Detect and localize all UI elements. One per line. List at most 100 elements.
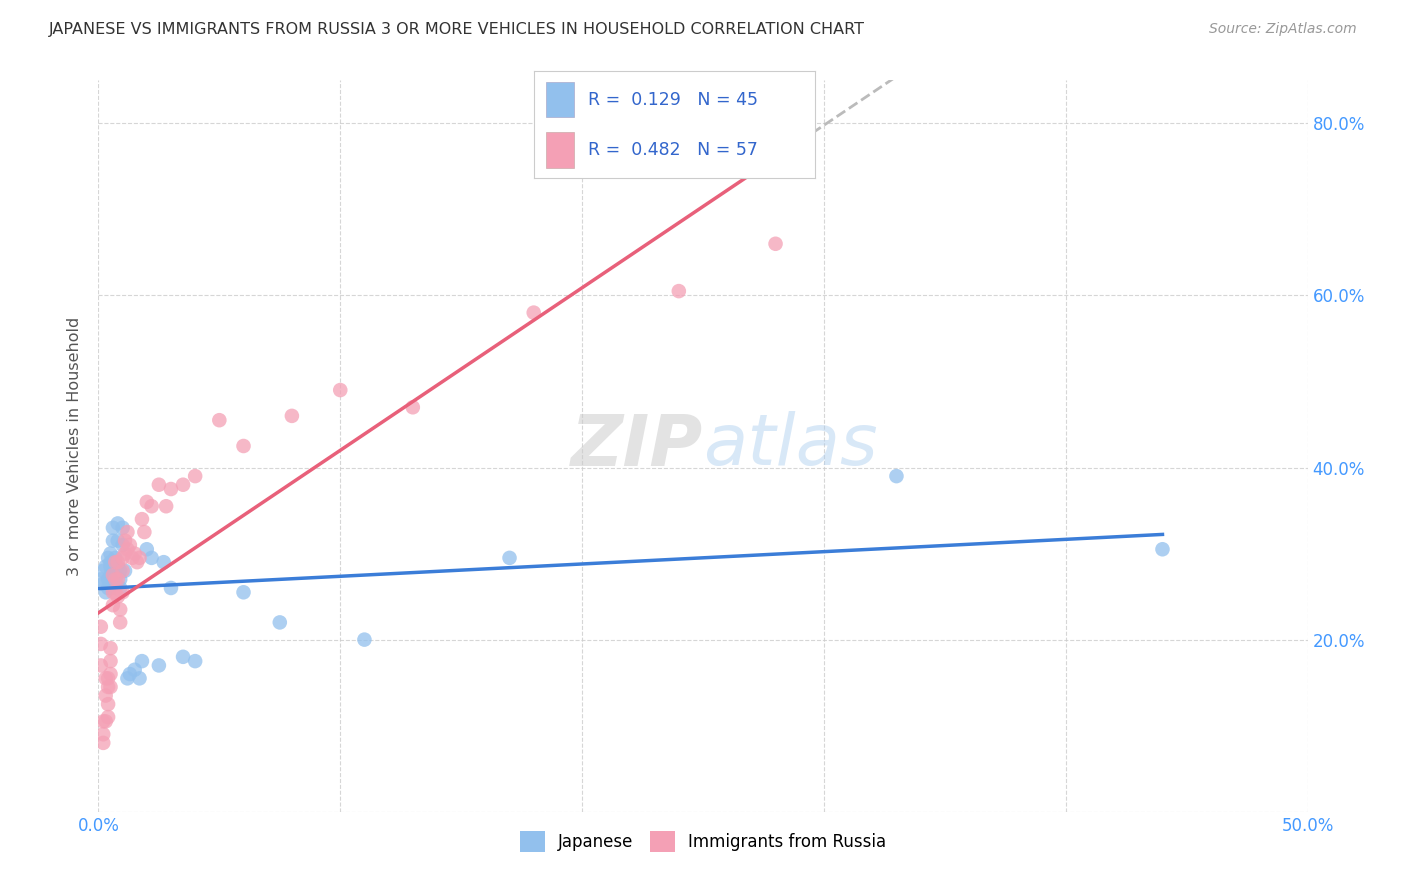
Point	[100, 547, 122, 561]
Point	[108, 581, 131, 595]
Point	[117, 671, 139, 685]
Point	[117, 524, 139, 539]
Point	[523, 305, 546, 319]
Point	[160, 482, 183, 496]
Point	[94, 689, 117, 703]
Point	[208, 413, 231, 427]
Point	[107, 590, 129, 604]
Point	[114, 564, 136, 578]
Point	[172, 477, 194, 491]
Point	[765, 236, 787, 251]
Point	[94, 559, 117, 574]
Point	[232, 585, 254, 599]
Point	[232, 439, 254, 453]
Point	[269, 615, 291, 630]
Text: atlas: atlas	[703, 411, 877, 481]
Point	[155, 500, 177, 514]
Point	[104, 573, 127, 587]
Point	[90, 573, 112, 587]
Point	[107, 555, 129, 569]
Point	[121, 550, 143, 565]
Point	[107, 533, 129, 548]
Point	[107, 573, 129, 587]
Point	[124, 663, 146, 677]
Text: Source: ZipAtlas.com: Source: ZipAtlas.com	[1209, 22, 1357, 37]
Point	[91, 727, 114, 741]
Point	[124, 547, 146, 561]
Point	[141, 550, 163, 565]
Point	[101, 533, 124, 548]
Text: R =  0.129   N = 45: R = 0.129 N = 45	[588, 91, 758, 109]
Y-axis label: 3 or more Vehicles in Household: 3 or more Vehicles in Household	[67, 317, 83, 575]
Text: R =  0.482   N = 57: R = 0.482 N = 57	[588, 141, 758, 159]
Point	[91, 714, 114, 729]
Point	[148, 477, 170, 491]
Point	[90, 637, 112, 651]
Point	[1152, 542, 1174, 557]
Text: ZIP: ZIP	[571, 411, 703, 481]
Point	[184, 469, 207, 483]
Point	[97, 550, 120, 565]
Point	[100, 680, 122, 694]
Point	[97, 710, 120, 724]
Point	[94, 714, 117, 729]
Point	[118, 667, 141, 681]
Point	[90, 620, 112, 634]
Point	[114, 547, 136, 561]
Point	[101, 521, 124, 535]
Point	[134, 524, 156, 539]
Point	[111, 521, 134, 535]
Point	[100, 667, 122, 681]
Point	[117, 542, 139, 557]
Point	[101, 568, 124, 582]
Point	[184, 654, 207, 668]
Point	[111, 538, 134, 552]
Point	[172, 649, 194, 664]
Point	[128, 671, 150, 685]
Point	[152, 555, 174, 569]
Point	[108, 573, 131, 587]
Point	[886, 469, 908, 483]
Point	[141, 500, 163, 514]
Legend: Japanese, Immigrants from Russia: Japanese, Immigrants from Russia	[513, 824, 893, 858]
Point	[114, 533, 136, 548]
Point	[135, 495, 157, 509]
Point	[148, 658, 170, 673]
Point	[104, 585, 127, 599]
Point	[160, 581, 183, 595]
Point	[111, 564, 134, 578]
Point	[281, 409, 304, 423]
Point	[91, 736, 114, 750]
Point	[100, 568, 122, 582]
Point	[97, 697, 120, 711]
Point	[104, 550, 127, 565]
Point	[104, 581, 127, 595]
Point	[104, 555, 127, 569]
Bar	[546, 82, 574, 118]
Point	[353, 632, 375, 647]
Point	[100, 555, 122, 569]
Point	[94, 585, 117, 599]
Point	[131, 512, 153, 526]
Point	[127, 555, 149, 569]
Point	[107, 559, 129, 574]
Point	[100, 654, 122, 668]
Point	[97, 680, 120, 694]
Point	[91, 564, 114, 578]
Point	[97, 581, 120, 595]
Point	[107, 516, 129, 531]
Point	[90, 658, 112, 673]
Point	[100, 559, 122, 574]
Point	[111, 585, 134, 599]
Point	[97, 671, 120, 685]
Point	[498, 550, 520, 565]
Point	[101, 585, 124, 599]
Point	[111, 550, 134, 565]
Bar	[546, 132, 574, 168]
Point	[118, 538, 141, 552]
Point	[104, 573, 127, 587]
Point	[104, 559, 127, 574]
Point	[131, 654, 153, 668]
Point	[94, 671, 117, 685]
Point	[108, 564, 131, 578]
